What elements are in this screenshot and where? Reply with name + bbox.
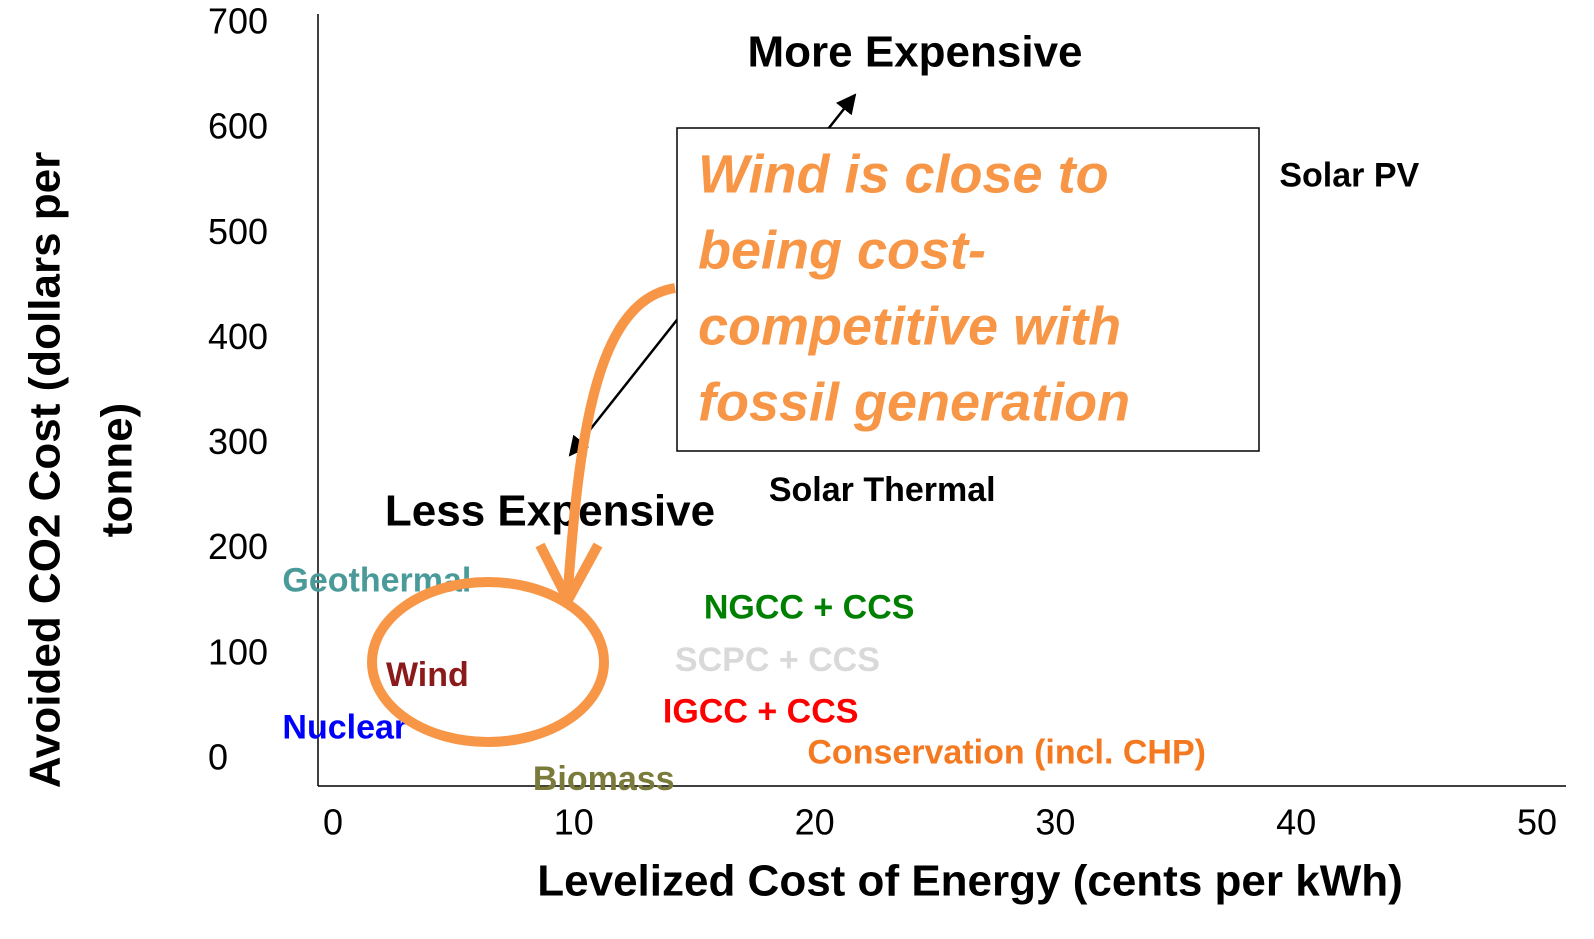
callout-arrow [563, 283, 676, 591]
point-label: SCPC + CCS [675, 641, 880, 679]
x-tick-label: 30 [1035, 802, 1075, 843]
y-axis-title-line: Avoided CO2 Cost (dollars per [21, 152, 70, 788]
x-tick-label: 0 [323, 802, 343, 843]
y-tick-label: 400 [208, 316, 268, 357]
annotation: More Expensive [747, 28, 1082, 77]
y-axis-title-line: tonne) [93, 403, 142, 537]
callout-line: competitive with [698, 296, 1121, 356]
callout-line: fossil generation [698, 372, 1130, 432]
point-label: Solar PV [1279, 156, 1419, 194]
point-label: Geothermal [282, 561, 471, 599]
x-tick-label: 40 [1276, 802, 1316, 843]
y-axis-title: Avoided CO2 Cost (dollars per tonne) [21, 152, 142, 788]
callout-line: being cost- [698, 220, 986, 280]
points: Solar PV Solar Thermal NGCC + CCS SCPC + CC… [282, 156, 1419, 798]
x-tick-label: 10 [554, 802, 594, 843]
callout-text: Wind is close to being cost-competitive w… [698, 144, 1130, 432]
highlight-circle [367, 577, 609, 747]
point-label: IGCC + CCS [663, 693, 859, 731]
x-tick-label: 20 [795, 802, 835, 843]
y-tick-label: 100 [208, 631, 268, 672]
y-tick-label: 600 [208, 106, 268, 147]
y-tick-label: 200 [208, 526, 268, 567]
callout-arrowhead [535, 542, 603, 611]
point-label: Nuclear [282, 708, 407, 746]
point-label: Solar Thermal [769, 471, 996, 509]
y-tick-label: 700 [208, 1, 268, 42]
y-tick-label: 300 [208, 421, 268, 462]
y-tick-label: 0 [208, 737, 228, 778]
x-axis-title: Levelized Cost of Energy (cents per kWh) [537, 857, 1403, 906]
x-tick-label: 50 [1517, 802, 1557, 843]
callout-line: Wind is close to [698, 144, 1109, 204]
callout-box [676, 127, 1260, 452]
point-label: NGCC + CCS [704, 589, 915, 627]
y-tick-label: 500 [208, 211, 268, 252]
annotation: Less Expensive [385, 487, 715, 536]
point-label: Biomass [533, 760, 675, 798]
point-label: Wind [386, 656, 469, 694]
point-label: Conservation (incl. CHP) [807, 734, 1206, 772]
